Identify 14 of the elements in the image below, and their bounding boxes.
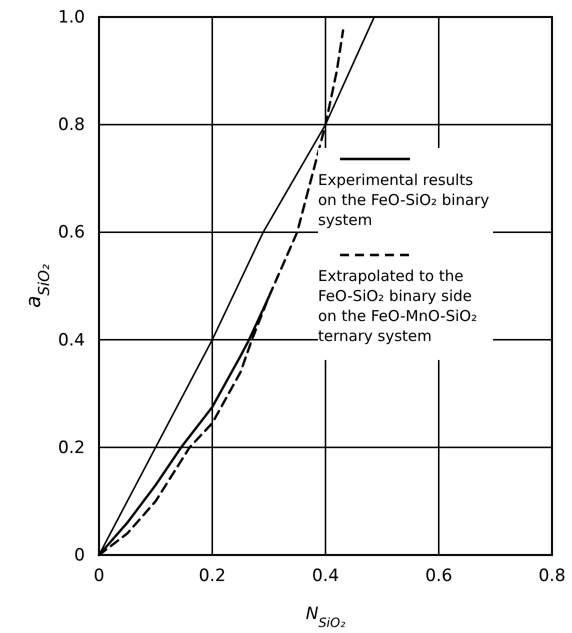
y-tick-label: 0.2	[58, 438, 85, 458]
x-axis-title: N$_{SiO₂}$	[306, 604, 346, 630]
x-tick-label: 0	[94, 566, 104, 586]
y-tick-label: 0.6	[58, 222, 85, 243]
legend-label: Extrapolated to the FeO-SiO₂ binary side on the FeO-MnO-SiO₂ ternary system	[318, 266, 478, 346]
x-tick-label: 0.6	[425, 566, 452, 586]
y-tick-label: 0.8	[58, 115, 85, 136]
y-tick-label: 0.4	[58, 330, 85, 350]
y-tick-label: 1.0	[58, 7, 85, 28]
x-tick-label: 0.2	[198, 566, 226, 586]
x-tick-label: 0.4	[312, 566, 340, 586]
y-tick-label: 0	[74, 545, 85, 566]
x-tick-label: 0.8	[538, 566, 566, 586]
legend-label: Experimental results on the FeO-SiO₂ binary system	[318, 170, 490, 230]
